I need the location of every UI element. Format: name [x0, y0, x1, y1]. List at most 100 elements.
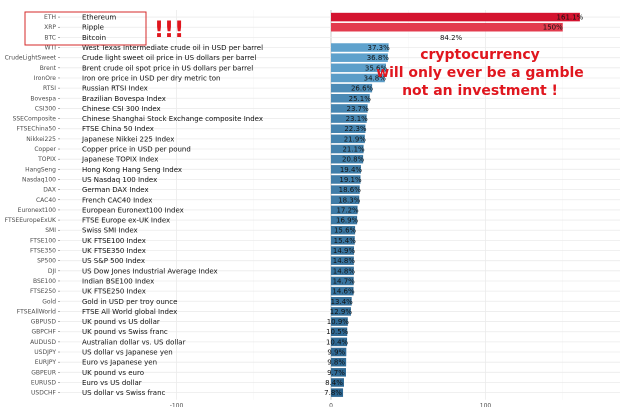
value-label: 14.8%	[333, 257, 356, 265]
y-tick-label: FTSE100	[30, 237, 56, 244]
bar-eurusd	[331, 378, 344, 387]
y-tick-label: CSI300	[35, 105, 56, 112]
y-tick-label: CAC40	[36, 197, 56, 204]
row-name-label: Euro vs Japanese yen	[82, 359, 157, 367]
value-label: 37.3%	[368, 44, 391, 52]
y-tick-label: GBPUSD	[31, 319, 57, 326]
value-label: 10.9%	[327, 318, 350, 326]
value-label: 18.6%	[339, 186, 362, 194]
row-name-label: UK pound vs euro	[82, 369, 144, 377]
y-tick-label: Euronext100	[18, 207, 57, 214]
y-tick-label: Nikkei225	[26, 136, 56, 143]
bar-xrp	[331, 22, 563, 32]
value-label: 26.6%	[351, 85, 374, 93]
bar-cac40	[331, 195, 360, 205]
row-name-label: Bitcoin	[82, 34, 106, 42]
row-name-label: French CAC40 Index	[82, 196, 152, 204]
x-tick-label: 0	[329, 403, 333, 407]
value-label: 19.1%	[339, 176, 362, 184]
row-name-label: Chinese CSI 300 Index	[82, 105, 161, 113]
value-label: 16.9%	[336, 217, 359, 225]
bar-gbpusd	[331, 317, 348, 326]
value-label: 7.8%	[324, 389, 342, 397]
bar-wti	[331, 43, 389, 52]
crypto-highlight-box	[24, 11, 147, 46]
y-tick-label: FTSEAllWorld	[17, 308, 56, 315]
x-tick-label: 100	[480, 403, 492, 407]
y-tick-label: WTI	[45, 45, 57, 52]
value-label: 25.1%	[349, 95, 372, 103]
bar-nasdaq100	[331, 175, 361, 184]
value-label: 10.5%	[326, 328, 349, 336]
bar-usdchf	[331, 388, 344, 397]
bar-eth	[331, 12, 580, 22]
value-label: 13.4%	[331, 298, 354, 306]
value-label: 10.4%	[326, 338, 349, 346]
value-label: 21.1%	[342, 146, 365, 154]
row-name-label: UK FTSE350 Index	[82, 247, 146, 255]
labels-layer: Ethereum 161.1% Ripple 150% Bitcoin 84.2% West…	[81, 14, 584, 398]
bar-bovespa	[331, 94, 370, 103]
row-name-label: UK pound vs Swiss franc	[82, 328, 168, 336]
y-tick-label: Gold	[42, 298, 56, 305]
value-label: 14.8%	[333, 267, 356, 275]
y-tick-label: GBPEUR	[31, 369, 56, 376]
bar-usdjpy	[331, 347, 347, 357]
y-tick-label: Brent	[40, 65, 57, 72]
value-label: 14.6%	[332, 288, 355, 296]
y-tick-label: FTSE350	[30, 248, 56, 255]
row-name-label: Japanese Nikkei 225 Index	[81, 135, 174, 143]
row-name-label: UK pound vs US dollar	[82, 318, 160, 326]
y-tick-label: TOPIX	[37, 156, 56, 163]
value-label: 15.4%	[334, 237, 357, 245]
value-label: 9.8%	[327, 359, 345, 367]
row-name-label: Russian RTSI Index	[82, 85, 148, 93]
value-label: 14.9%	[333, 247, 356, 255]
row-name-label: Australian dollar vs. US dollar	[82, 338, 186, 346]
bar-dax	[331, 185, 360, 194]
row-name-label: UK FTSE100 Index	[82, 237, 146, 245]
row-name-label: US Nasdaq 100 Index	[82, 176, 157, 184]
bar-ftseeuropeexuk	[331, 215, 358, 225]
y-tick-label: BTC	[44, 34, 56, 41]
bar-brent	[331, 63, 387, 73]
row-name-label: Brazilian Bovespa Index	[82, 95, 166, 103]
value-label: 12.9%	[330, 308, 353, 316]
row-name-label: Copper price in USD per pound	[82, 146, 191, 154]
bar-gbpchf	[331, 327, 348, 336]
value-label: 18.3%	[338, 196, 361, 204]
y-tick-label: EURJPY	[35, 359, 57, 366]
y-tick-label: CrudeLightSweet	[5, 55, 57, 62]
value-label: 15.6%	[334, 227, 357, 235]
bar-ftseallworld	[331, 307, 351, 316]
y-tick-label: EURUSD	[31, 379, 57, 386]
bar-gold	[331, 297, 352, 306]
bar-sp500	[331, 256, 354, 265]
y-tick-label: GBPCHF	[31, 329, 56, 336]
bar-ftse350	[331, 246, 355, 255]
x-tick-label: -100	[170, 403, 184, 407]
annotation-line-3: not an investment !	[402, 83, 558, 99]
bars-layer	[331, 12, 580, 397]
y-tick-label: FTSEEuropeExUK	[5, 217, 57, 224]
value-label: 161.1%	[557, 14, 584, 22]
bar-ironore	[331, 73, 385, 83]
row-name-label: Ripple	[82, 24, 104, 32]
row-name-label: FTSE Europe ex-UK Index	[82, 217, 170, 225]
y-tick-label: XRP	[44, 24, 56, 31]
bar-bse100	[331, 276, 354, 286]
row-name-label: Crude light sweet oil price in US dollar…	[82, 54, 256, 62]
bar-nikkei225	[331, 134, 365, 144]
value-label: 20.8%	[342, 156, 365, 164]
row-name-label: UK FTSE250 Index	[82, 288, 146, 296]
bar-rtsi	[331, 83, 373, 93]
bar-eurjpy	[331, 357, 347, 367]
y-tick-label: Copper	[34, 146, 56, 153]
value-label: 17.2%	[336, 206, 359, 214]
bar-euronext100	[331, 205, 358, 215]
row-name-label: Swiss SMI Index	[82, 227, 138, 235]
axis-layer: -100 0 100 ETH XRP BTC WTI CrudeLightSweet Brent…	[5, 14, 492, 407]
row-name-label: US dollar vs Japanese yen	[82, 349, 173, 357]
bar-ftsechina50	[331, 124, 366, 133]
